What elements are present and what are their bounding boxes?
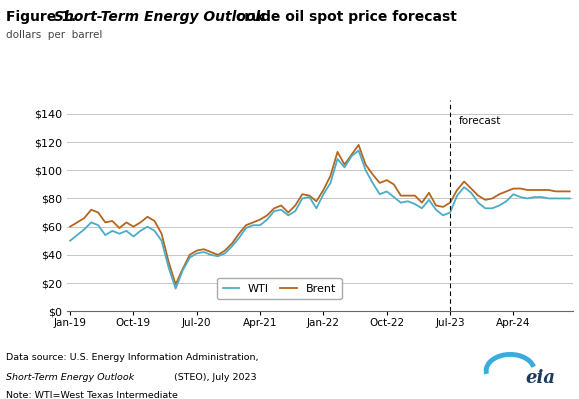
WTI [355,148,362,153]
Text: crude oil spot price forecast: crude oil spot price forecast [236,10,457,24]
Brent [355,142,362,147]
Text: forecast: forecast [459,116,501,126]
WTI [419,206,426,211]
Brent [419,200,426,205]
Brent [243,223,250,227]
WTI [172,286,179,291]
Line: WTI: WTI [70,150,570,288]
WTI [67,238,74,243]
Text: Figure 1.: Figure 1. [6,10,81,24]
Brent [566,189,573,194]
Text: Note: WTI=West Texas Intermediate: Note: WTI=West Texas Intermediate [6,391,178,399]
WTI [397,200,404,205]
Text: Short-Term Energy Outlook: Short-Term Energy Outlook [6,373,134,382]
Legend: WTI, Brent: WTI, Brent [217,278,342,299]
Text: Data source: U.S. Energy Information Administration,: Data source: U.S. Energy Information Adm… [6,353,261,362]
Brent [362,162,369,167]
Text: Short-Term Energy Outlook: Short-Term Energy Outlook [54,10,265,24]
WTI [566,196,573,201]
WTI [538,195,545,200]
Line: Brent: Brent [70,145,570,284]
Brent [172,282,179,287]
Brent [67,224,74,229]
Text: eia: eia [525,369,555,387]
WTI [137,229,144,233]
Brent [397,193,404,198]
WTI [243,226,250,231]
Brent [137,220,144,225]
Brent [538,188,545,192]
Text: (STEO), July 2023: (STEO), July 2023 [171,373,256,382]
WTI [362,168,369,173]
Text: dollars  per  barrel: dollars per barrel [6,30,102,40]
